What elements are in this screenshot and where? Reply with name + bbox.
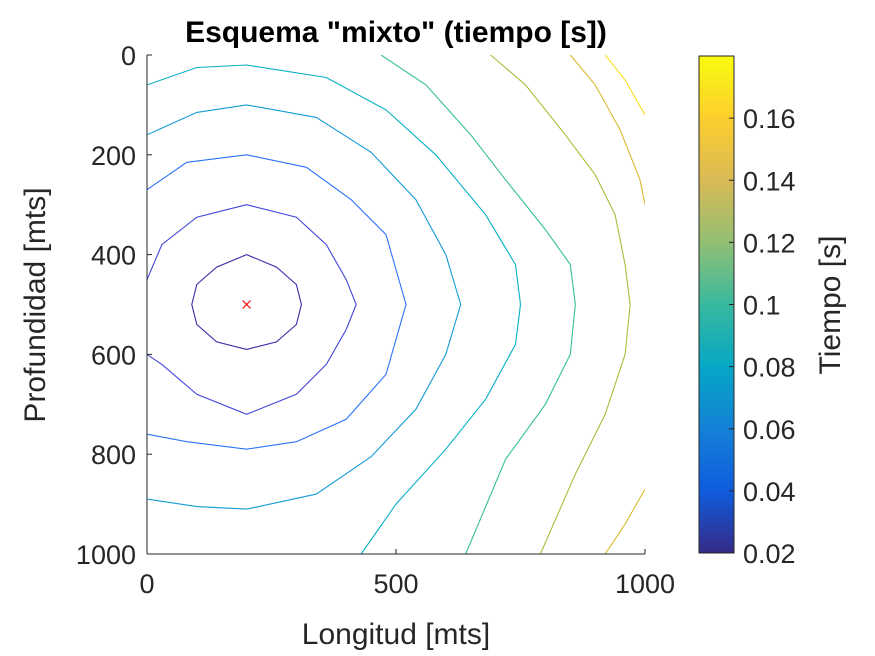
y-tick-label-0: 0: [121, 41, 136, 71]
contour-line-8: [569, 55, 645, 205]
contour-line-7: [490, 55, 631, 554]
colorbar-label: Tiempo [s]: [814, 236, 847, 375]
contour-line-10: [604, 488, 645, 554]
contour-line-0: [191, 254, 302, 350]
x-tick-labels: 0 500 1000: [139, 569, 675, 599]
colorbar-tick-label-5: 0.12: [743, 228, 796, 258]
y-tick-label-3: 600: [91, 340, 136, 370]
contour-line-3: [147, 154, 407, 450]
source-marker-stroke-b: [242, 300, 252, 309]
colorbar-tick-label-0: 0.02: [743, 539, 796, 569]
contour-line-6: [380, 55, 576, 554]
contour-line-5: [147, 64, 522, 554]
plot-area: [147, 55, 645, 554]
x-tick-label-0: 0: [139, 569, 154, 599]
colorbar: [698, 55, 735, 554]
contour-lines: [147, 55, 645, 554]
y-tick-label-5: 1000: [76, 540, 136, 570]
contour-line-2: [147, 204, 247, 280]
x-axis-label: Longitud [mts]: [302, 618, 490, 651]
colorbar-tick-label-1: 0.04: [743, 477, 796, 507]
chart-title: Esquema "mixto" (tiempo [s]): [185, 16, 607, 49]
y-tick-label-4: 800: [91, 440, 136, 470]
contour-line-4: [147, 104, 462, 510]
y-tick-labels: 0 200 400 600 800 1000: [76, 41, 136, 570]
y-tick-label-2: 400: [91, 241, 136, 271]
colorbar-tick-label-6: 0.14: [743, 166, 796, 196]
x-tick-label-1: 500: [373, 569, 418, 599]
y-axis-label: Profundidad [mts]: [19, 187, 52, 422]
x-tick-label-2: 1000: [615, 569, 675, 599]
contour-line-9: [604, 55, 645, 116]
contour-line-1: [147, 204, 357, 415]
colorbar-tick-label-3: 0.08: [743, 353, 796, 383]
y-tick-label-1: 200: [91, 141, 136, 171]
colorbar-tick-label-7: 0.16: [743, 104, 796, 134]
source-marker: [242, 300, 252, 309]
colorbar-tick-label-4: 0.1: [743, 291, 781, 321]
colorbar-tick-label-2: 0.06: [743, 415, 796, 445]
axes: [146, 54, 646, 555]
colorbar-ticks: 0.02 0.04 0.06 0.08 0.1 0.12 0.14 0.16: [729, 104, 796, 569]
